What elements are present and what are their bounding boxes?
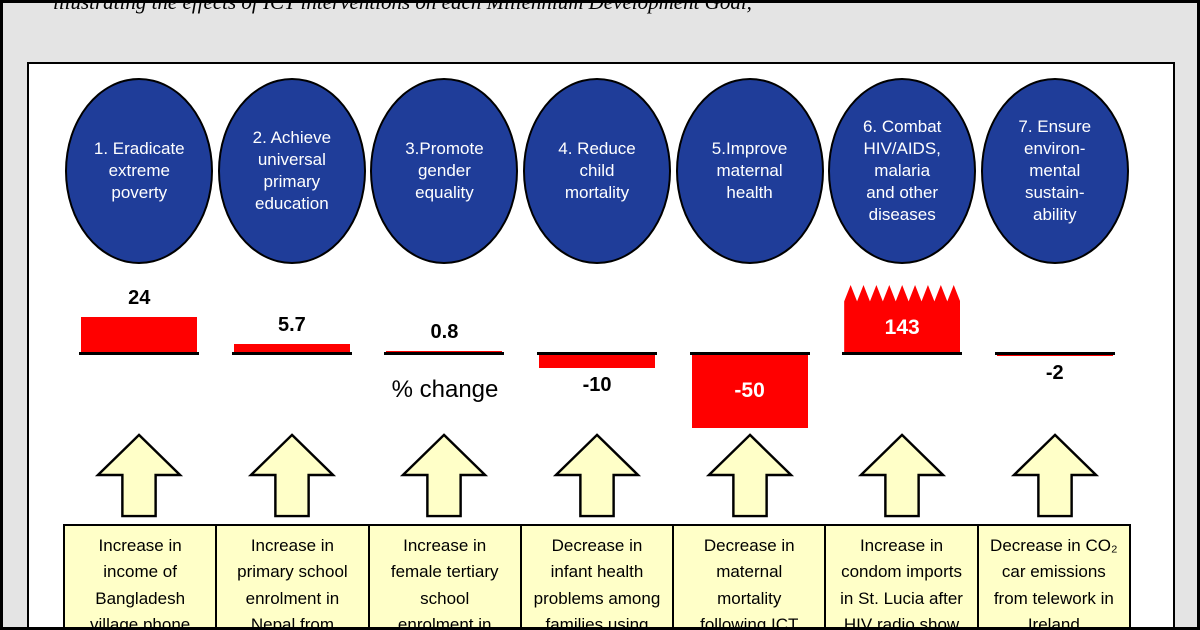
- up-arrow-icon: [400, 433, 489, 518]
- goal-column: 6. Combat HIV/AIDS, malaria and other di…: [826, 78, 979, 520]
- goal-label: 6. Combat HIV/AIDS, malaria and other di…: [862, 116, 942, 225]
- goal-column: 2. Achieve universal primary education 5…: [216, 78, 369, 520]
- chart-cell: 0.8: [368, 270, 521, 422]
- up-arrow: [826, 432, 979, 520]
- up-arrow: [521, 432, 674, 520]
- axis-baseline: [994, 352, 1115, 355]
- axis-baseline: [79, 352, 200, 355]
- goal-column: 4. Reduce child mortality -10: [521, 78, 674, 520]
- bar: [691, 353, 808, 428]
- up-arrow-icon: [705, 433, 794, 518]
- bar-value-label: 24: [128, 287, 151, 309]
- up-arrow: [978, 432, 1131, 520]
- up-arrow-icon: [1010, 433, 1099, 518]
- annotation-box: Increase in primary school enrolment in …: [215, 524, 370, 630]
- goal-column: 1. Eradicate extreme poverty 24: [63, 78, 216, 520]
- annotation-box: Decrease in infant health problems among…: [519, 524, 675, 630]
- axis-baseline: [384, 352, 505, 355]
- annotations-row: Increase in income of Bangladesh village…: [63, 524, 1131, 630]
- goal-label: 2. Achieve universal primary education: [252, 127, 332, 214]
- axis-baseline: [537, 352, 658, 355]
- bar-value-label: 0.8: [430, 321, 459, 343]
- annotation-box: Increase in female tertiary school enrol…: [367, 524, 522, 630]
- chart-cell: 5.7: [216, 270, 369, 422]
- goal-ellipse: 7. Ensure environ- mental sustain- abili…: [980, 78, 1129, 264]
- annotation-text: Decrease in CO₂ car emissions from telew…: [990, 536, 1118, 630]
- goal-label: 5.Improve maternal health: [711, 138, 788, 203]
- bar-value-label: 143: [884, 316, 920, 339]
- up-arrow-icon: [858, 433, 947, 518]
- annotation-text: Decrease in maternal mortality following…: [700, 536, 799, 630]
- up-arrow: [216, 432, 369, 520]
- chart-cell: -10: [521, 270, 674, 422]
- bar: [539, 353, 656, 368]
- bar-value-label: -10: [582, 374, 612, 396]
- up-arrow-icon: [552, 433, 642, 518]
- annotation-box: Decrease in maternal mortality following…: [672, 524, 827, 630]
- goal-label: 1. Eradicate extreme poverty: [93, 138, 185, 203]
- goal-label: 7. Ensure environ- mental sustain- abili…: [1018, 116, 1092, 225]
- bar: [844, 285, 961, 353]
- up-arrow: [673, 432, 826, 520]
- figure-panel: 1. Eradicate extreme poverty 24 2. Achie…: [27, 62, 1175, 630]
- goal-column: 7. Ensure environ- mental sustain- abili…: [978, 78, 1131, 520]
- goal-ellipse: 4. Reduce child mortality: [523, 78, 672, 264]
- goal-ellipse: 6. Combat HIV/AIDS, malaria and other di…: [828, 78, 977, 264]
- columns-row: 1. Eradicate extreme poverty 24 2. Achie…: [63, 78, 1131, 520]
- up-arrow-icon: [95, 433, 184, 518]
- goal-ellipse: 3.Promote gender equality: [370, 78, 519, 264]
- annotation-box: Increase in condom imports in St. Lucia …: [824, 524, 979, 630]
- axis-baseline: [842, 352, 963, 355]
- annotation-text: Increase in primary school enrolment in …: [237, 536, 348, 630]
- goal-label: 4. Reduce child mortality: [558, 138, 636, 203]
- annotation-text: Increase in income of Bangladesh village…: [90, 536, 191, 630]
- annotation-box: Decrease in CO₂ car emissions from telew…: [976, 524, 1131, 630]
- up-arrow: [63, 432, 216, 520]
- goal-ellipse: 5.Improve maternal health: [675, 78, 824, 264]
- bar-value-label: -50: [734, 379, 765, 402]
- chart-cell: 24: [63, 270, 216, 422]
- chart-cell: -2: [978, 270, 1131, 422]
- pct-change-label: % change: [391, 376, 499, 403]
- chart-cell: -50: [673, 270, 826, 428]
- goal-column: 5.Improve maternal health -50: [673, 78, 826, 520]
- bar: [81, 317, 198, 353]
- chart-cell: 143: [826, 270, 979, 422]
- up-arrow-icon: [247, 433, 336, 518]
- annotation-text: Increase in female tertiary school enrol…: [390, 536, 499, 630]
- goal-label: 3.Promote gender equality: [405, 138, 484, 203]
- axis-baseline: [231, 352, 352, 355]
- figure-caption-partial: illustrating the effects of ICT interven…: [53, 0, 752, 14]
- annotation-text: Increase in condom imports in St. Lucia …: [840, 536, 963, 630]
- goal-column: 3.Promote gender equality 0.8: [368, 78, 521, 520]
- bar: [233, 344, 350, 353]
- up-arrow: [368, 432, 521, 520]
- goal-ellipse: 1. Eradicate extreme poverty: [65, 78, 214, 264]
- annotation-text: Decrease in infant health problems among…: [533, 536, 661, 630]
- bar-value-label: -2: [1045, 362, 1064, 384]
- goal-ellipse: 2. Achieve universal primary education: [217, 78, 366, 264]
- bar-value-label: 5.7: [277, 314, 306, 337]
- axis-baseline: [689, 352, 810, 355]
- annotation-box: Increase in income of Bangladesh village…: [63, 524, 218, 630]
